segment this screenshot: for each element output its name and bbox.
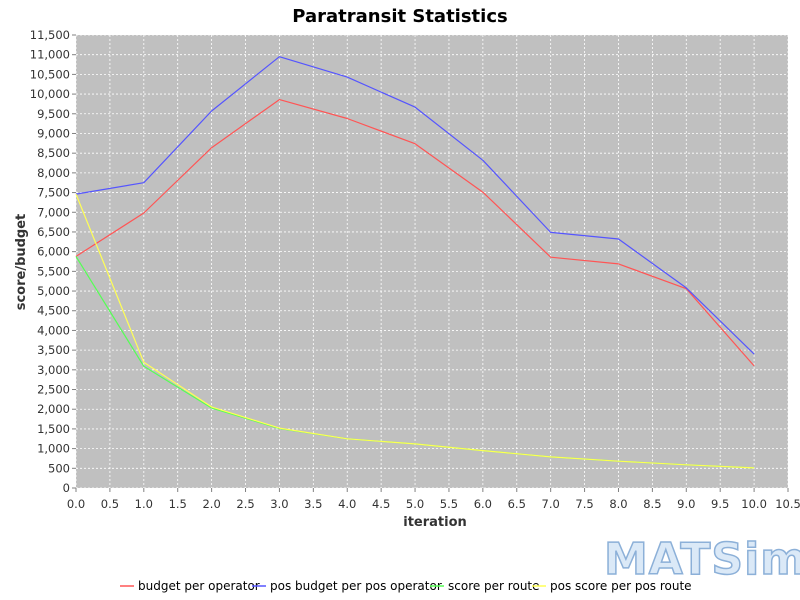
x-tick-label: 5.5 xyxy=(440,497,458,511)
gridlines xyxy=(75,34,789,489)
x-tick-label: 1.5 xyxy=(169,497,187,511)
y-tick-label: 1,000 xyxy=(37,442,70,456)
chart-title: Paratransit Statistics xyxy=(292,6,507,27)
x-tick-label: 4.0 xyxy=(338,497,356,511)
x-tick-label: 9.0 xyxy=(677,497,695,511)
y-tick-label: 11,500 xyxy=(30,28,70,42)
series-line-budget-per-operator xyxy=(75,98,755,367)
y-axis-ticks: 0 500 1,000 1,500 2,000 2,500 3,000 3,500 4,000 4… xyxy=(30,28,76,495)
y-tick-label: 2,500 xyxy=(37,383,70,397)
x-tick-label: 2.5 xyxy=(236,497,254,511)
x-tick-label: 3.0 xyxy=(270,497,288,511)
series-line-pos-budget-per-pos-operator xyxy=(75,56,755,355)
y-tick-label: 7,500 xyxy=(37,186,70,200)
series-lines xyxy=(75,56,755,469)
y-tick-label: 2,000 xyxy=(37,402,70,416)
x-tick-label: 3.5 xyxy=(304,497,322,511)
x-tick-label: 0.0 xyxy=(67,497,85,511)
x-tick-label: 7.0 xyxy=(542,497,560,511)
y-tick-label: 7,000 xyxy=(37,205,70,219)
y-tick-label: 3,500 xyxy=(37,343,70,357)
plot-area xyxy=(76,35,788,488)
matsim-logo: MATSim xyxy=(603,533,800,586)
legend-label: budget per operator xyxy=(138,579,260,593)
y-tick-label: 5,500 xyxy=(37,264,70,278)
x-tick-label: 1.0 xyxy=(135,497,153,511)
x-axis-label: iteration xyxy=(403,515,467,530)
legend: budget per operator pos budget per pos op… xyxy=(120,579,692,593)
x-tick-label: 7.5 xyxy=(575,497,593,511)
logo-text: MATSim xyxy=(604,534,800,585)
x-tick-label: 0.5 xyxy=(101,497,119,511)
legend-label: score per route xyxy=(448,579,540,593)
y-tick-label: 8,500 xyxy=(37,146,70,160)
x-tick-label: 4.5 xyxy=(372,497,390,511)
y-tick-label: 6,000 xyxy=(37,245,70,259)
x-axis-ticks: 0.0 0.5 1.0 1.5 2.0 2.5 3.0 3.5 4.0 4.5 5.0 5.5 6.0 6… xyxy=(67,488,800,511)
y-tick-label: 3,000 xyxy=(37,363,70,377)
y-tick-label: 10,500 xyxy=(30,67,70,81)
y-tick-label: 1,500 xyxy=(37,422,70,436)
x-tick-label: 2.0 xyxy=(202,497,220,511)
legend-label: pos score per pos route xyxy=(550,579,692,593)
y-tick-label: 10,000 xyxy=(30,87,70,101)
y-tick-label: 5,000 xyxy=(37,284,70,298)
x-tick-label: 6.5 xyxy=(508,497,526,511)
y-tick-label: 6,500 xyxy=(37,225,70,239)
x-tick-label: 10.5 xyxy=(775,497,800,511)
y-tick-label: 0 xyxy=(63,481,70,495)
x-tick-label: 8.0 xyxy=(609,497,627,511)
legend-label: pos budget per pos operator xyxy=(270,579,442,593)
y-axis-label: score/budget xyxy=(14,214,29,311)
y-tick-label: 9,500 xyxy=(37,107,70,121)
y-tick-label: 11,000 xyxy=(30,48,70,62)
x-tick-label: 6.0 xyxy=(474,497,492,511)
y-tick-label: 500 xyxy=(48,461,70,475)
x-tick-label: 8.5 xyxy=(643,497,661,511)
series-line-pos-score-per-pos-route xyxy=(75,193,755,469)
y-tick-label: 4,500 xyxy=(37,304,70,318)
x-tick-label: 10.0 xyxy=(741,497,767,511)
y-tick-label: 9,000 xyxy=(37,126,70,140)
x-tick-label: 5.0 xyxy=(406,497,424,511)
x-tick-label: 9.5 xyxy=(711,497,729,511)
y-tick-label: 8,000 xyxy=(37,166,70,180)
y-tick-label: 4,000 xyxy=(37,323,70,337)
